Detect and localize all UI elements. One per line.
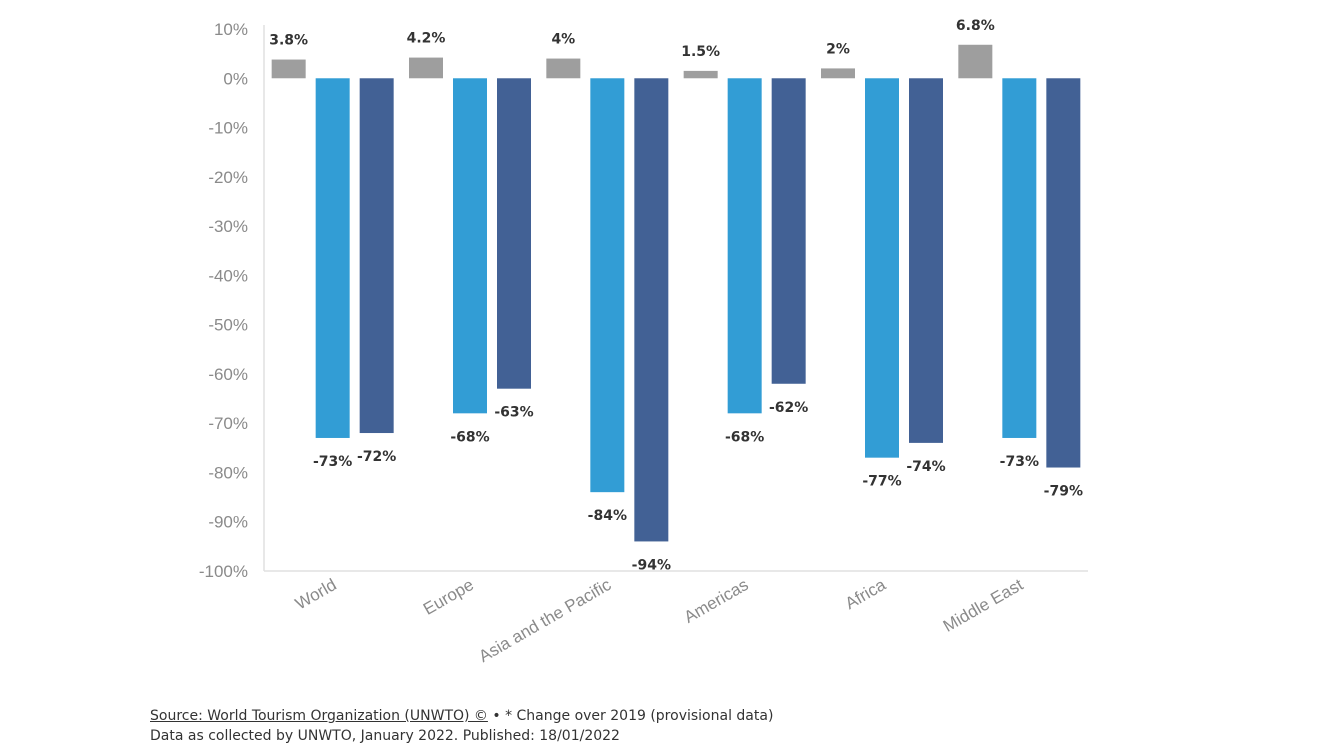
data-label: -84%	[588, 508, 627, 524]
bar	[453, 78, 487, 414]
y-tick-label: -80%	[208, 463, 248, 482]
bar	[315, 78, 350, 438]
data-label: -68%	[450, 429, 489, 445]
x-category-label: World	[292, 575, 340, 614]
bar	[634, 78, 669, 542]
data-label: 3.8%	[269, 33, 308, 49]
bar	[727, 78, 762, 414]
chart-footer: Source: World Tourism Organization (UNWT…	[150, 706, 773, 746]
x-category-label: Middle East	[940, 575, 1027, 636]
data-label: 6.8%	[956, 18, 995, 34]
y-tick-label: -50%	[208, 316, 248, 335]
bar	[771, 78, 806, 384]
x-category-label: Europe	[420, 575, 477, 619]
data-label: -73%	[313, 454, 352, 470]
bar	[590, 78, 625, 493]
y-tick-label: -60%	[208, 365, 248, 384]
bar	[909, 78, 943, 443]
source-link[interactable]: Source: World Tourism Organization (UNWT…	[150, 708, 488, 724]
data-label: -73%	[1000, 454, 1039, 470]
y-tick-label: -100%	[199, 562, 248, 581]
bar	[359, 78, 394, 434]
bar	[683, 70, 718, 79]
bar	[546, 58, 581, 79]
data-label: 1.5%	[681, 44, 720, 60]
y-tick-label: -10%	[208, 119, 248, 138]
bar	[1046, 78, 1081, 468]
data-label: 2%	[826, 41, 850, 57]
y-tick-label: -70%	[208, 414, 248, 433]
data-label: -68%	[725, 429, 764, 445]
data-label: -62%	[769, 400, 808, 416]
chart: 10% 0% -10% -20% -30% -40% -50% -60% -70% -80% -90…	[199, 18, 1088, 666]
source-line: Source: World Tourism Organization (UNWT…	[150, 706, 773, 726]
x-category-label: Asia and the Pacific	[476, 575, 615, 666]
bar	[409, 57, 443, 79]
data-label: -74%	[906, 459, 945, 475]
data-label: -94%	[632, 557, 671, 573]
data-label: 4.2%	[407, 31, 446, 47]
x-category-label: Africa	[842, 575, 890, 613]
bar	[1002, 78, 1037, 438]
bar	[865, 78, 899, 458]
y-tick-label: -20%	[208, 168, 248, 187]
bar	[958, 44, 993, 79]
bar	[271, 59, 306, 79]
bar-chart-svg: 10% 0% -10% -20% -30% -40% -50% -60% -70% -80% -90…	[199, 18, 1088, 666]
y-tick-label: 0%	[223, 69, 248, 88]
bar	[821, 68, 855, 79]
data-label: -77%	[862, 474, 901, 490]
y-tick-label: -90%	[208, 513, 248, 532]
data-label: -79%	[1044, 484, 1083, 500]
x-category-label: Americas	[681, 575, 752, 627]
published-note: Data as collected by UNWTO, January 2022…	[150, 728, 620, 744]
data-label: 4%	[551, 32, 575, 48]
source-note: • * Change over 2019 (provisional data)	[487, 708, 774, 724]
data-label: -72%	[357, 449, 396, 465]
data-label: -63%	[494, 405, 533, 421]
y-tick-label: -40%	[208, 266, 248, 285]
y-tick-label: 10%	[214, 20, 248, 39]
y-tick-label: -30%	[208, 217, 248, 236]
bar	[497, 78, 531, 389]
